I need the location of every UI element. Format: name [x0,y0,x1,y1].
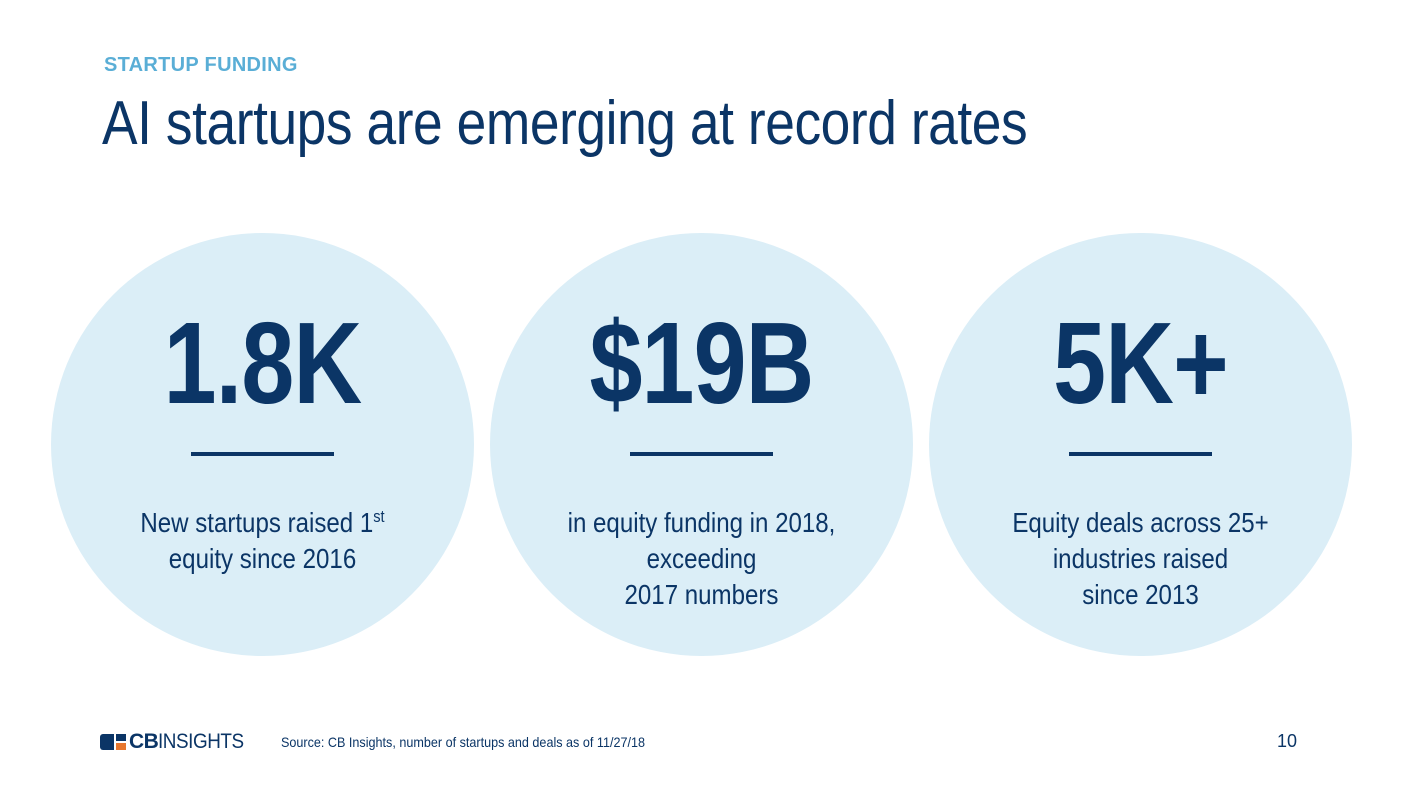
stat-description-line: industries raised [1052,543,1229,574]
stat-description-line: in equity funding in 2018, [567,507,836,538]
stat-circle-startups: 1.8K New startups raised 1st equity sinc… [51,233,474,656]
stat-divider [1069,452,1212,456]
stat-description-line: 2017 numbers [624,579,779,610]
cb-insights-logo-icon [100,734,126,750]
stat-value: 1.8K [163,298,362,428]
stat-description: Equity deals across 25+ industries raise… [984,505,1296,613]
stat-description-superscript: st [373,507,385,526]
stat-divider [191,452,334,456]
stat-description: in equity funding in 2018, exceeding 201… [545,505,857,613]
stat-divider [630,452,773,456]
stat-description-line: exceeding [646,543,757,574]
source-note: Source: CB Insights, number of startups … [281,734,645,750]
section-eyebrow: STARTUP FUNDING [104,54,298,76]
stat-circle-funding: $19B in equity funding in 2018, exceedin… [490,233,913,656]
stat-description-line: since 2013 [1082,579,1199,610]
slide-title: AI startups are emerging at record rates [102,89,1028,158]
stat-description-line: Equity deals across 25+ [1012,507,1269,538]
stat-description-text: New startups raised 1 [140,507,374,538]
cb-insights-logo: CB INSIGHTS [100,730,254,754]
stat-description: New startups raised 1st equity since 201… [106,505,418,577]
stat-description-text: equity since 2016 [168,543,357,574]
stat-value: 5K+ [1053,298,1229,428]
logo-text-bold: CB [129,730,159,753]
logo-text-regular: INSIGHTS [158,730,245,753]
page-number: 10 [1277,731,1298,751]
stat-value: $19B [589,298,814,428]
stat-circle-deals: 5K+ Equity deals across 25+ industries r… [929,233,1352,656]
